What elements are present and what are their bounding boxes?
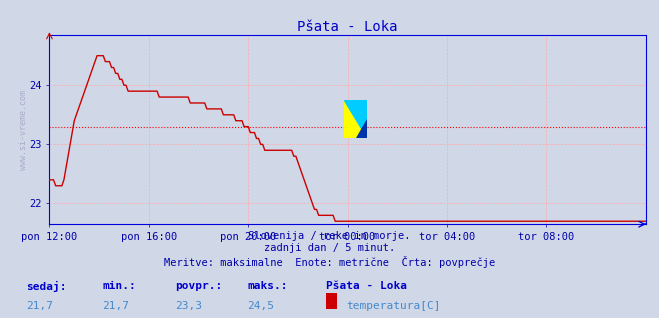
Polygon shape — [344, 100, 368, 138]
Text: temperatura[C]: temperatura[C] — [346, 301, 440, 310]
Text: 24,5: 24,5 — [247, 301, 274, 310]
Text: 21,7: 21,7 — [26, 301, 53, 310]
Text: povpr.:: povpr.: — [175, 281, 222, 291]
Text: min.:: min.: — [102, 281, 136, 291]
Text: maks.:: maks.: — [247, 281, 287, 291]
Text: Pšata - Loka: Pšata - Loka — [326, 281, 407, 291]
Text: Meritve: maksimalne  Enote: metrične  Črta: povprečje: Meritve: maksimalne Enote: metrične Črta… — [164, 256, 495, 268]
Text: 21,7: 21,7 — [102, 301, 129, 310]
Title: Pšata - Loka: Pšata - Loka — [297, 20, 398, 34]
Text: sedaj:: sedaj: — [26, 281, 67, 293]
Text: 23,3: 23,3 — [175, 301, 202, 310]
Polygon shape — [344, 100, 368, 138]
Text: Slovenija / reke in morje.: Slovenija / reke in morje. — [248, 231, 411, 240]
Polygon shape — [356, 119, 368, 138]
Text: zadnji dan / 5 minut.: zadnji dan / 5 minut. — [264, 243, 395, 253]
Y-axis label: www.si-vreme.com: www.si-vreme.com — [19, 90, 28, 169]
